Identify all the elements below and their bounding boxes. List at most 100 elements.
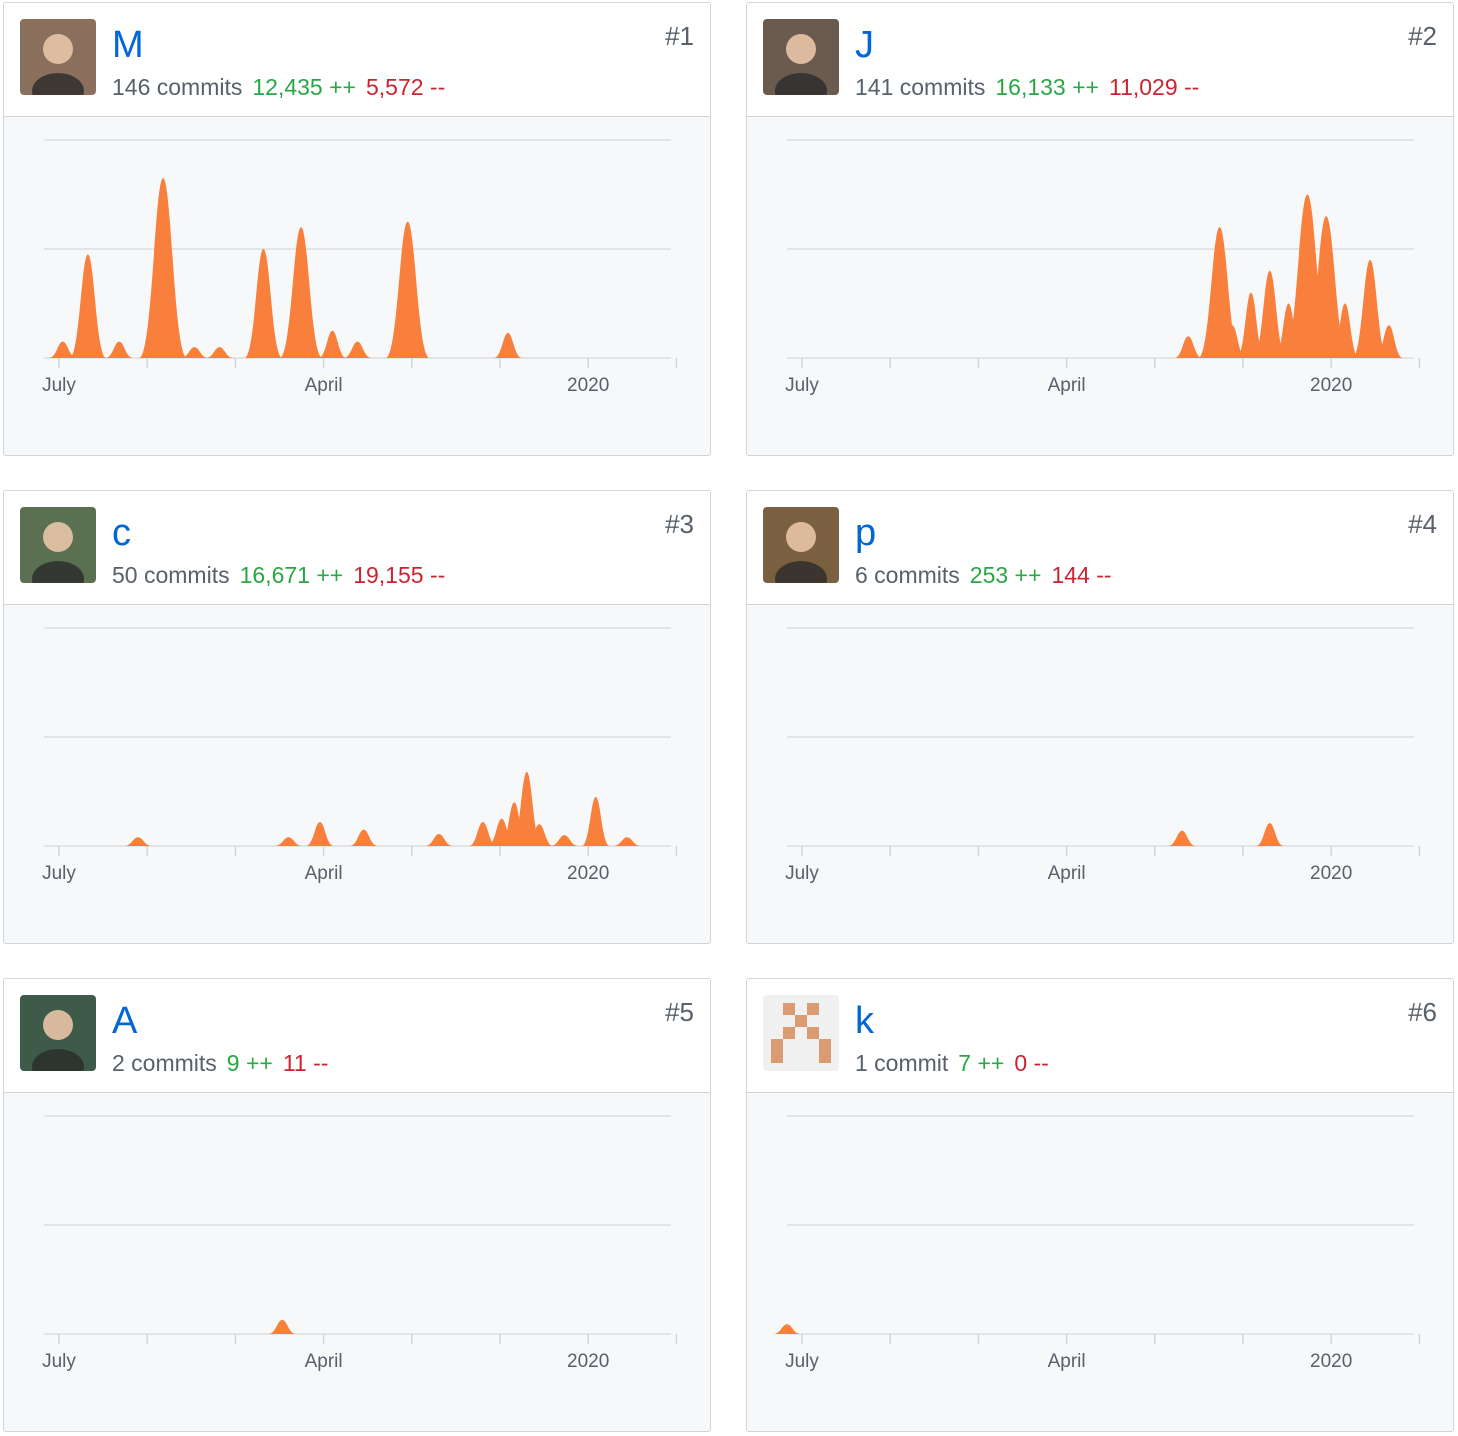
contributor-header: A 2 commits 9 ++ 11 -- #5: [4, 979, 710, 1093]
activity-peak: [279, 227, 323, 358]
activity-peak: [550, 835, 579, 846]
activity-peak: [69, 254, 107, 358]
activity-peak: [1198, 227, 1242, 358]
activity-peak: [268, 1319, 297, 1334]
contributor-username[interactable]: A: [112, 1000, 138, 1042]
activity-peak: [105, 341, 134, 358]
activity-peak: [425, 834, 454, 846]
additions-count: 7 ++: [958, 1050, 1005, 1076]
x-tick-label: July: [785, 375, 819, 396]
activity-peak: [1174, 336, 1203, 358]
activity-peak: [525, 824, 554, 846]
commit-activity-chart: July April 2020: [42, 1115, 678, 1372]
activity-peak: [343, 341, 372, 358]
x-tick-label: July: [42, 375, 76, 396]
commits-count[interactable]: 1 commit: [855, 1050, 949, 1076]
activity-peak: [613, 837, 642, 846]
deletions-count: 5,572 --: [365, 74, 446, 100]
x-tick-label: July: [785, 863, 819, 884]
activity-peak: [1303, 216, 1349, 358]
activity-peak: [493, 332, 522, 358]
activity-peak: [318, 330, 347, 358]
contributor-header: p 6 commits 253 ++ 144 -- #4: [747, 491, 1453, 605]
contributor-card: k 1 commit 7 ++ 0 -- #6 July April 2020: [746, 978, 1454, 1432]
commits-count[interactable]: 146 commits: [112, 74, 243, 100]
activity-peak: [511, 771, 542, 846]
deletions-count: 19,155 --: [353, 562, 446, 588]
activity-peak: [1331, 303, 1360, 358]
contributor-username[interactable]: c: [112, 512, 131, 554]
x-tick-label: April: [1048, 375, 1086, 396]
commit-activity-chart: July April 2020: [785, 139, 1421, 396]
deletions-count: 11,029 --: [1108, 74, 1200, 100]
contributor-rank: #4: [1408, 509, 1437, 539]
activity-peak: [244, 249, 283, 358]
contributor-stats: 2 commits 9 ++ 11 --: [112, 1047, 328, 1079]
avatar-dog-icon[interactable]: [763, 19, 839, 95]
x-tick-label: April: [1048, 863, 1086, 884]
additions-count: 253 ++: [969, 562, 1042, 588]
contributor-rank: #2: [1408, 21, 1437, 51]
contributor-rank: #5: [665, 997, 694, 1027]
deletions-count: 11 --: [282, 1050, 329, 1076]
activity-peak: [124, 837, 153, 846]
contributor-header: J 141 commits 16,133 ++ 11,029 -- #2: [747, 3, 1453, 117]
contributor-card: c 50 commits 16,671 ++ 19,155 -- #3 July April…: [3, 490, 711, 944]
x-tick-label: 2020: [567, 863, 609, 884]
avatar-photo-icon[interactable]: [20, 19, 96, 95]
additions-count: 9 ++: [226, 1050, 273, 1076]
activity-peak: [468, 822, 497, 846]
contributor-stats: 6 commits 253 ++ 144 --: [855, 559, 1112, 591]
x-tick-label: April: [305, 375, 343, 396]
x-tick-label: July: [785, 1351, 819, 1372]
activity-peak: [1374, 325, 1403, 358]
activity-peak: [1168, 830, 1197, 846]
contributor-username[interactable]: M: [112, 24, 144, 66]
contributor-card: M 146 commits 12,435 ++ 5,572 -- #1 July April…: [3, 2, 711, 456]
x-tick-label: July: [42, 1351, 76, 1372]
activity-peak: [274, 837, 303, 846]
avatar-photo-icon[interactable]: [20, 507, 96, 583]
deletions-count: 0 --: [1014, 1050, 1049, 1076]
x-tick-label: April: [305, 863, 343, 884]
commits-count[interactable]: 50 commits: [112, 562, 230, 588]
commits-count[interactable]: 141 commits: [855, 74, 986, 100]
activity-peak: [1255, 823, 1284, 846]
activity-peak: [205, 347, 234, 358]
commit-activity-chart: July April 2020: [773, 1115, 1421, 1372]
commit-activity-chart: July April 2020: [785, 627, 1421, 884]
contributor-header: k 1 commit 7 ++ 0 -- #6: [747, 979, 1453, 1093]
contributor-username[interactable]: k: [855, 1000, 874, 1042]
contributor-header: c 50 commits 16,671 ++ 19,155 -- #3: [4, 491, 710, 605]
commits-count[interactable]: 6 commits: [855, 562, 960, 588]
additions-count: 12,435 ++: [252, 74, 356, 100]
contributor-header: M 146 commits 12,435 ++ 5,572 -- #1: [4, 3, 710, 117]
contributor-stats: 1 commit 7 ++ 0 --: [855, 1047, 1049, 1079]
x-tick-label: 2020: [1310, 1351, 1352, 1372]
x-tick-label: 2020: [567, 1351, 609, 1372]
deletions-count: 144 --: [1051, 562, 1112, 588]
identicon-icon[interactable]: [763, 995, 839, 1071]
activity-peak: [1352, 259, 1388, 358]
contributor-rank: #6: [1408, 997, 1437, 1027]
activity-peak: [349, 829, 378, 846]
contributor-username[interactable]: p: [855, 512, 877, 554]
activity-peak: [773, 1324, 801, 1334]
x-tick-label: 2020: [1310, 375, 1352, 396]
activity-peak: [1218, 325, 1247, 358]
commits-count[interactable]: 2 commits: [112, 1050, 217, 1076]
contributor-card: A 2 commits 9 ++ 11 -- #5 July April 2020: [3, 978, 711, 1432]
activity-peak: [139, 178, 188, 358]
contributor-username[interactable]: J: [855, 24, 874, 66]
activity-peak: [581, 796, 610, 846]
activity-peak: [180, 347, 209, 358]
avatar-photo-icon[interactable]: [763, 507, 839, 583]
contributor-rank: #3: [665, 509, 694, 539]
x-tick-label: 2020: [1310, 863, 1352, 884]
activity-peak: [385, 221, 430, 358]
x-tick-label: April: [1048, 1351, 1086, 1372]
contributor-stats: 141 commits 16,133 ++ 11,029 --: [855, 71, 1199, 103]
contributor-rank: #1: [665, 21, 694, 51]
avatar-photo-icon[interactable]: [20, 995, 96, 1071]
activity-peak: [305, 822, 334, 846]
